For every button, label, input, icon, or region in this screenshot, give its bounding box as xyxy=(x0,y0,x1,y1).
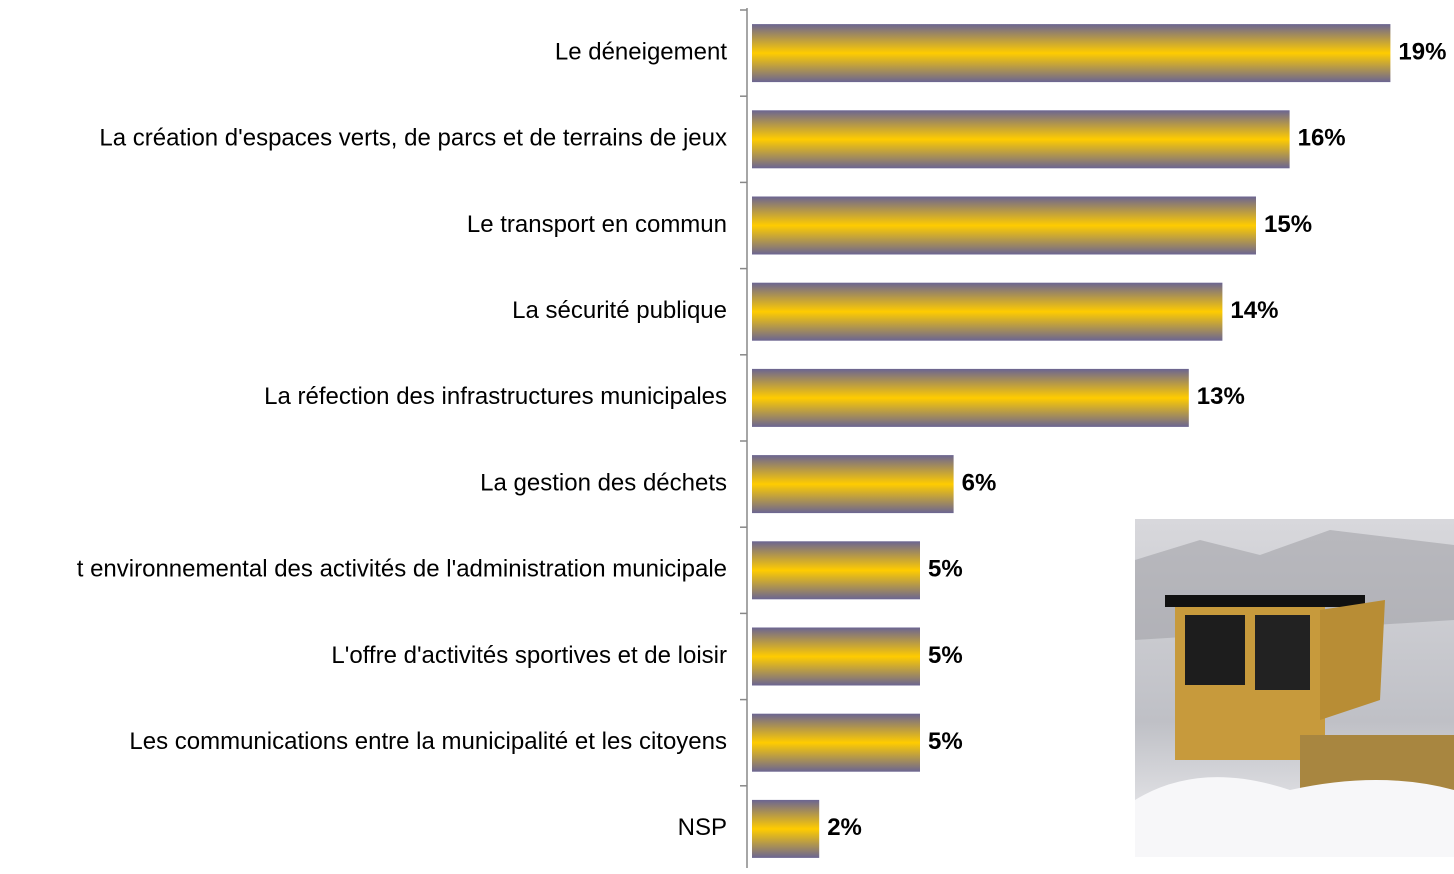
bar xyxy=(752,196,1256,255)
category-label: La création d'espaces verts, de parcs et… xyxy=(99,125,727,152)
value-label: 14% xyxy=(1230,297,1278,324)
category-label: Le déneigement xyxy=(555,38,727,65)
photo xyxy=(1135,519,1454,857)
category-label: L'offre d'activités sportives et de lois… xyxy=(331,642,727,669)
value-label: 16% xyxy=(1298,125,1346,152)
category-label: Les communications entre la municipalité… xyxy=(129,728,727,755)
value-label: 5% xyxy=(928,642,963,669)
value-label: 6% xyxy=(962,469,997,496)
bar xyxy=(752,455,954,514)
value-label: 15% xyxy=(1264,211,1312,238)
bar xyxy=(752,799,820,858)
bar xyxy=(752,24,1391,83)
bar xyxy=(752,627,920,686)
category-label: La gestion des déchets xyxy=(480,469,727,496)
value-label: 19% xyxy=(1398,38,1446,65)
bar xyxy=(752,541,920,600)
category-label: t environnemental des activités de l'adm… xyxy=(77,556,727,583)
value-label: 5% xyxy=(928,728,963,755)
bar xyxy=(752,713,920,772)
category-label: Le transport en commun xyxy=(467,211,727,238)
bar xyxy=(752,368,1189,427)
value-label: 5% xyxy=(928,556,963,583)
value-label: 2% xyxy=(827,814,862,841)
category-label: La réfection des infrastructures municip… xyxy=(264,383,727,410)
category-label: La sécurité publique xyxy=(512,297,727,324)
bar xyxy=(752,110,1290,169)
category-label: NSP xyxy=(678,814,727,841)
value-label: 13% xyxy=(1197,383,1245,410)
bar xyxy=(752,282,1223,341)
